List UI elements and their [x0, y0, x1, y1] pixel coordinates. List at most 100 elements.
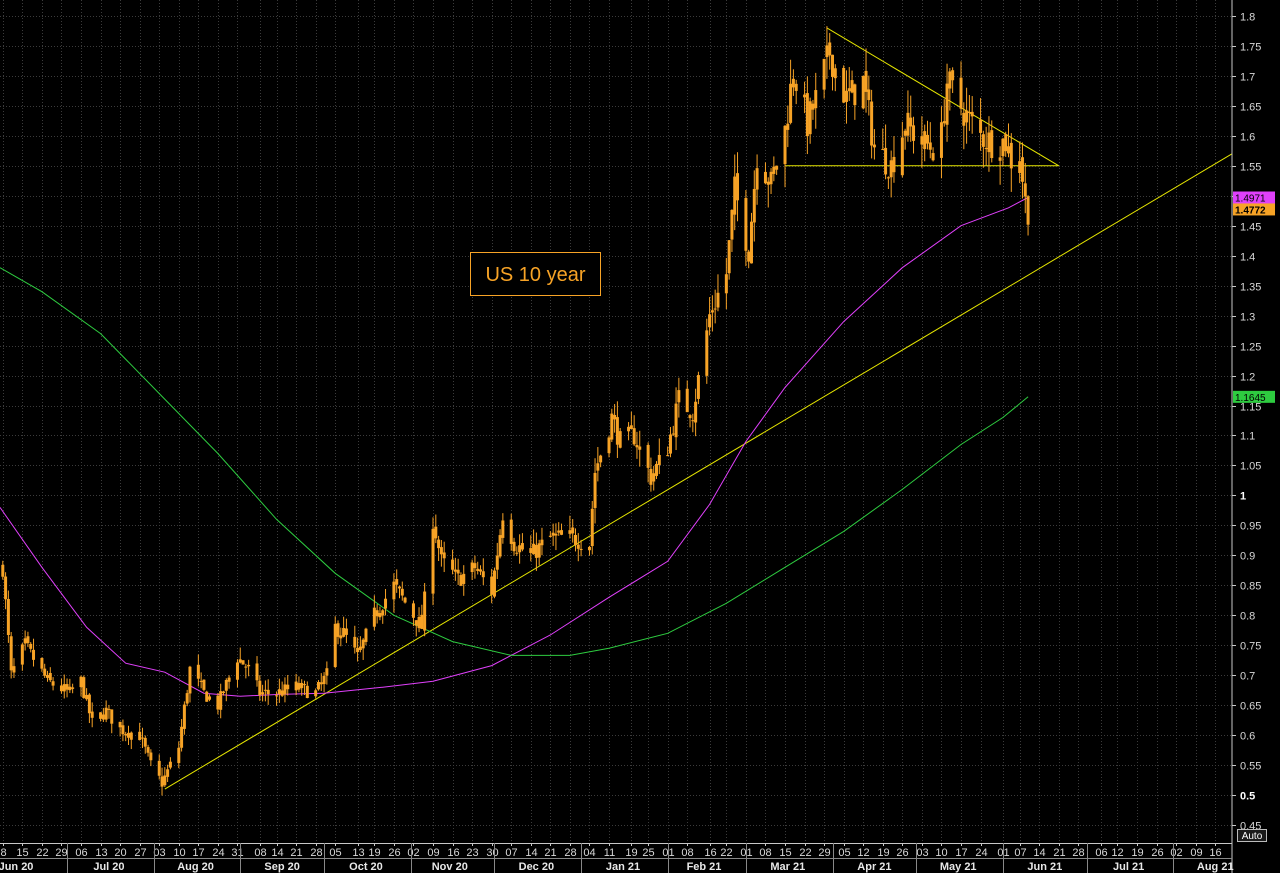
candle-body — [833, 68, 837, 79]
candle-body — [842, 67, 846, 103]
candle-body — [906, 112, 910, 136]
candle-body — [140, 737, 144, 739]
candle-body — [615, 417, 619, 445]
candle-body — [576, 544, 580, 549]
candle-body — [283, 684, 287, 695]
candle-body — [344, 628, 348, 635]
x-tick-label: 07 — [505, 847, 517, 859]
candle-body — [384, 598, 388, 609]
candle-body — [177, 747, 181, 764]
y-tick-label: 1.15 — [1240, 402, 1261, 414]
x-tick-label: 16 — [704, 847, 716, 859]
candle-body — [984, 148, 988, 150]
candle-body — [655, 463, 659, 476]
candle-body — [498, 535, 502, 557]
candle-body — [515, 552, 519, 554]
candle-body — [160, 776, 164, 787]
x-tick-label: 21 — [1053, 847, 1065, 859]
candle-body — [710, 310, 714, 313]
y-tick-label: 0.55 — [1240, 761, 1261, 773]
last-price-tag-bg — [1233, 203, 1275, 216]
x-tick-label: 08 — [254, 847, 266, 859]
candle-body — [596, 463, 600, 471]
candle-body — [392, 581, 396, 600]
candle-body — [668, 434, 672, 454]
y-tick-label: 1.2 — [1240, 372, 1255, 384]
candle-body — [414, 620, 418, 626]
candle-body — [691, 420, 695, 422]
x-tick-label: 28 — [310, 847, 322, 859]
candle-body — [322, 675, 326, 685]
candle-body — [199, 680, 203, 682]
candle-body — [224, 679, 228, 691]
candle-body — [202, 679, 206, 690]
y-tick-label: 0.75 — [1240, 641, 1261, 653]
candle-body — [554, 533, 558, 536]
candle-body — [453, 569, 457, 572]
x-tick-label: 05 — [838, 847, 850, 859]
candle-body — [573, 534, 577, 546]
candle-body — [294, 681, 298, 691]
candle-body — [196, 664, 200, 679]
x-tick-label: 26 — [388, 847, 400, 859]
candle-body — [786, 123, 790, 130]
candle-body — [166, 769, 170, 777]
ma-green-value-tag-bg — [1233, 390, 1275, 403]
candle-body — [277, 689, 281, 695]
y-tick-label: 0.5 — [1240, 791, 1255, 803]
candle-body — [12, 666, 16, 673]
y-tick-label: 1.1 — [1240, 431, 1255, 443]
x-tick-label: 14 — [1033, 847, 1045, 859]
y-tick-label: 1.25 — [1240, 342, 1261, 354]
candle-body — [378, 612, 382, 618]
candle-body — [258, 680, 262, 696]
auto-scale-button[interactable]: Auto — [1237, 829, 1267, 842]
candle-body — [951, 70, 955, 81]
candle-body — [939, 122, 943, 158]
candle-body — [255, 663, 259, 681]
candle-body — [356, 647, 360, 653]
candle-body — [965, 110, 969, 123]
candle-body — [548, 535, 552, 537]
candle-body — [364, 628, 368, 642]
y-tick-label: 0.6 — [1240, 731, 1255, 743]
candle-body — [397, 586, 401, 589]
candle-body — [959, 77, 963, 109]
candle-body — [247, 664, 251, 667]
candle-body — [381, 610, 385, 616]
x-tick-label: 13 — [352, 847, 364, 859]
candle-body — [149, 752, 153, 761]
x-tick-label: 04 — [583, 847, 595, 859]
candle-body — [850, 80, 854, 93]
candle-body — [990, 130, 994, 159]
candle-body — [831, 54, 835, 77]
chart-title: US 10 year — [470, 252, 601, 296]
candle-body — [677, 390, 681, 403]
candle-body — [300, 682, 304, 689]
candle-body — [998, 157, 1002, 161]
x-tick-label: 26 — [1151, 847, 1163, 859]
y-tick-label: 0.85 — [1240, 581, 1261, 593]
candle-body — [713, 308, 717, 310]
candle-body — [791, 78, 795, 88]
candle-body — [537, 543, 541, 558]
candle-body — [970, 111, 974, 117]
candle-body — [99, 712, 103, 719]
candle-body — [29, 643, 33, 649]
candle-body — [261, 692, 265, 695]
candle-body — [749, 221, 753, 264]
candle-body — [138, 731, 142, 741]
candle-body — [881, 148, 885, 150]
candle-body — [803, 94, 807, 98]
candle-body — [79, 676, 83, 688]
x-tick-label: 08 — [759, 847, 771, 859]
candle-body — [557, 530, 561, 533]
candle-body — [747, 251, 751, 262]
x-tick-label: 06 — [75, 847, 87, 859]
x-month-label: Oct 20 — [349, 861, 383, 873]
candle-body — [48, 672, 52, 681]
candle-body — [353, 636, 357, 648]
candle-body — [560, 530, 564, 535]
x-tick-label: 30 — [486, 847, 498, 859]
candle-body — [593, 472, 597, 508]
